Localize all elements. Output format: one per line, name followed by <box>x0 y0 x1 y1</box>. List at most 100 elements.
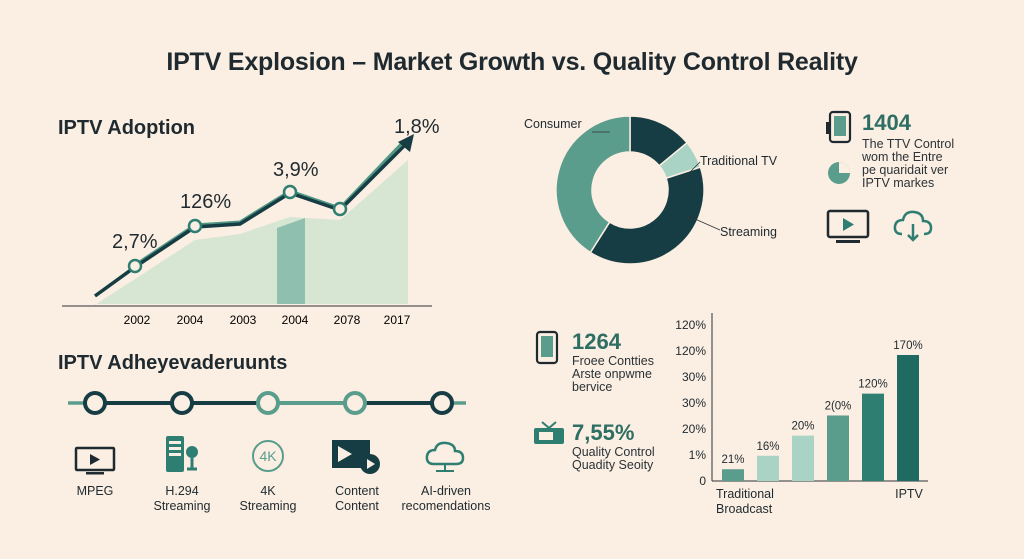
donut-leader <box>679 161 701 183</box>
stat-mid1-line: bervice <box>572 380 613 394</box>
stat-mid2-text: Quality Control Quadity Seoity <box>572 446 655 472</box>
cloud-icon <box>425 441 465 472</box>
bar-y-tick: 120% <box>675 318 706 332</box>
bar <box>862 393 884 481</box>
bar-chart: 120% 120% 30% 30% 20% 1% 0 21% 16% 20% 2(0% 120% 17… <box>675 313 928 516</box>
donut-chart: Consumer Traditional TV Streaming <box>524 115 778 265</box>
adoption-x-label: 2003 <box>230 313 257 327</box>
bar <box>757 455 779 481</box>
bar-y-tick: 0 <box>699 474 706 488</box>
timeline-label: H.294 Streaming <box>122 484 242 514</box>
adoption-point <box>282 184 298 200</box>
adoption-x-label: 2078 <box>334 313 361 327</box>
page-title: IPTV Explosion – Market Growth vs. Quali… <box>166 48 858 76</box>
timeline-label-line: AI-driven <box>420 484 472 498</box>
bar-data-label: 120% <box>858 379 887 391</box>
timeline-track <box>68 391 466 415</box>
tv-icon <box>74 446 116 475</box>
bar-data-label: 170% <box>893 340 922 352</box>
stat-mid1-number: 1264 <box>572 329 621 354</box>
bar-y-tick: 120% <box>675 344 706 358</box>
svg-text:4K: 4K <box>259 448 277 464</box>
donut-segments <box>555 115 705 265</box>
timeline-label: MPEG <box>35 484 155 499</box>
bar-y-tick: 1% <box>689 448 707 462</box>
donut-leader <box>685 214 721 231</box>
video-play-icon <box>332 440 380 474</box>
stat-top-line: pe quaridait ver <box>862 163 949 177</box>
timeline-label: Content Content <box>297 484 417 514</box>
tv-play-icon <box>826 209 870 243</box>
stat-top-line: IPTV markes <box>862 176 935 190</box>
adoption-chart: 2,7% 126% 3,9% 1,8% 2002 2004 2003 2004 … <box>62 116 440 327</box>
adoption-x-label: 2004 <box>177 313 204 327</box>
timeline-label-line: Streaming <box>153 499 211 513</box>
donut-label-streaming: Streaming <box>720 225 777 239</box>
adoption-x-label: 2004 <box>282 313 309 327</box>
bar-data-label: 16% <box>756 441 779 453</box>
timeline-node <box>343 391 367 415</box>
bar <box>897 355 919 481</box>
bar <box>827 415 849 481</box>
donut-slice <box>589 166 705 265</box>
stat-mid2-line: Quadity Seoity <box>572 458 654 472</box>
adoption-point <box>332 201 348 217</box>
stat-mid1-text: Froee Contties Arste onpwme bervice <box>572 355 654 394</box>
timeline-label-line: Content <box>335 484 379 498</box>
timeline-label-line: H.294 <box>165 484 199 498</box>
adoption-x-label: 2017 <box>384 313 411 327</box>
donut-label-traditional-tv: Traditional TV <box>700 154 778 168</box>
bar-y-tick: 30% <box>682 370 706 384</box>
timeline-heading: IPTV Adheyevaderuunts <box>58 352 288 374</box>
adoption-data-label: 1,8% <box>394 116 440 138</box>
timeline-node <box>83 391 107 415</box>
adoption-highlight-band <box>277 218 305 304</box>
stat-top-text: The TTV Control wom the Entre pe quarida… <box>862 138 954 190</box>
timeline-label: AI-driven recomendations <box>386 484 506 514</box>
adoption-data-label: 2,7% <box>112 231 158 253</box>
stat-mid2-line: Quality Control <box>572 445 655 459</box>
adoption-x-label: 2002 <box>124 313 151 327</box>
bar-data-label: 21% <box>721 454 744 466</box>
bar-y-tick: 20% <box>682 422 706 436</box>
bar-data-label: 2(0% <box>825 400 852 412</box>
timeline-label-line: MPEG <box>76 484 114 498</box>
4k-icon: 4K <box>252 440 284 472</box>
bar-y-tick: 30% <box>682 396 706 410</box>
bar <box>792 435 814 481</box>
timeline-label-line: recomendations <box>401 499 491 513</box>
adoption-area <box>95 160 408 305</box>
timeline-label-line: Content <box>335 499 379 513</box>
timeline-node <box>256 391 280 415</box>
donut-slice <box>555 115 631 254</box>
timeline-label: 4K Streaming <box>208 484 328 514</box>
adoption-data-label: 3,9% <box>273 159 319 181</box>
bar-data-label: 20% <box>791 421 814 433</box>
pie-icon <box>828 162 850 184</box>
adoption-arrow-head <box>398 134 414 152</box>
stat-top-line: wom the Entre <box>862 150 943 164</box>
timeline-label-line: Streaming <box>239 499 297 513</box>
adoption-point <box>127 258 143 274</box>
stat-top-number: 1404 <box>862 110 911 135</box>
antenna-tv-icon <box>534 421 564 444</box>
adoption-heading: IPTV Adoption <box>58 117 196 139</box>
stat-mid1-line: Froee Contties <box>572 354 654 368</box>
stat-mid1-line: Arste onpwme <box>572 367 652 381</box>
bar-x-label-line: Broadcast <box>716 502 773 516</box>
adoption-data-label: 126% <box>180 191 231 213</box>
cloud-download-icon <box>893 210 933 242</box>
tablet-icon <box>826 110 852 144</box>
timeline-label-line: 4K <box>260 484 276 498</box>
timeline-node <box>430 391 454 415</box>
stat-top-line: The TTV Control <box>862 137 955 151</box>
bar-x-label-traditional: Traditional Broadcast <box>716 487 777 516</box>
server-mic-icon <box>166 436 198 472</box>
bar-x-label-iptv: IPTV <box>895 487 923 501</box>
bar <box>722 469 744 481</box>
timeline-node <box>170 391 194 415</box>
adoption-point <box>187 218 203 234</box>
donut-label-consumer: Consumer <box>524 117 582 131</box>
bar-x-label-line: Traditional <box>716 487 774 501</box>
phone-icon <box>535 330 559 365</box>
